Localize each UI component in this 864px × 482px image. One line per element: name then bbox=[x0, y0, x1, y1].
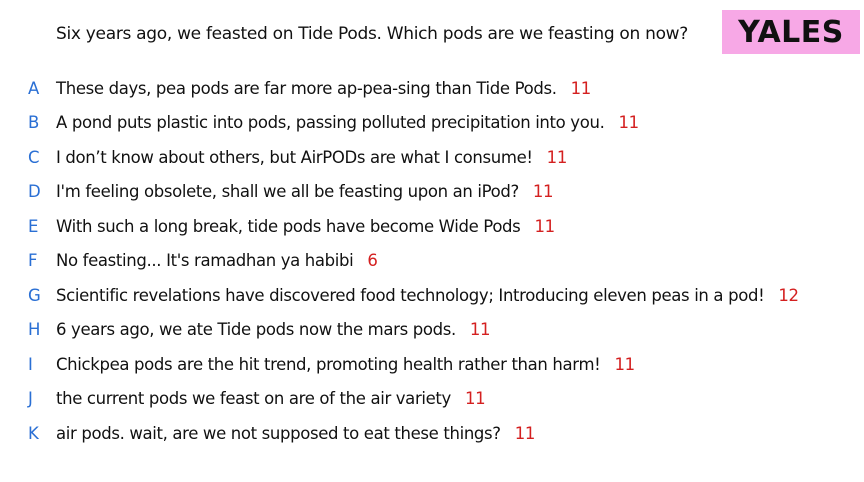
answer-letter: H bbox=[28, 320, 41, 339]
answer-text: With such a long break, tide pods have b… bbox=[56, 216, 521, 236]
answer-score: 11 bbox=[532, 182, 554, 201]
answer-letter: C bbox=[28, 147, 40, 167]
answer-text: I don’t know about others, but AirPODs a… bbox=[56, 147, 533, 167]
answer-letter: B bbox=[28, 113, 39, 132]
answer-letter: I bbox=[28, 354, 33, 374]
answer-text: No feasting... It's ramadhan ya habibi bbox=[56, 251, 354, 270]
answer-text: the current pods we feast on are of the … bbox=[56, 389, 451, 408]
answer-text: 6 years ago, we ate Tide pods now the ma… bbox=[56, 320, 456, 339]
answer-text: I'm feeling obsolete, shall we all be fe… bbox=[56, 182, 519, 201]
answer-letter: A bbox=[28, 78, 39, 98]
answer-score: 11 bbox=[514, 423, 536, 443]
answer-score: 12 bbox=[778, 285, 799, 305]
answer-text: Chickpea pods are the hit trend, promoti… bbox=[56, 354, 601, 374]
answer-score: 11 bbox=[464, 389, 486, 408]
answer-score: 11 bbox=[469, 320, 491, 339]
answer-letter: J bbox=[28, 389, 33, 408]
player-name: YALES bbox=[738, 14, 844, 50]
answer-score: 6 bbox=[367, 251, 378, 270]
answer-letter: E bbox=[28, 216, 39, 236]
answer-score: 11 bbox=[570, 78, 592, 98]
answer-letter: D bbox=[28, 182, 41, 201]
answer-score: 11 bbox=[618, 113, 639, 132]
answer-letter: G bbox=[28, 285, 41, 305]
answer-text: These days, pea pods are far more ap-pea… bbox=[56, 78, 557, 98]
answer-text: Scientific revelations have discovered f… bbox=[56, 285, 765, 305]
answer-letter: K bbox=[28, 423, 39, 443]
answer-letter: F bbox=[28, 251, 38, 270]
answer-score: 11 bbox=[614, 354, 635, 374]
answer-score: 11 bbox=[546, 147, 568, 167]
answer-text: A pond puts plastic into pods, passing p… bbox=[56, 113, 605, 132]
player-name-badge: YALES bbox=[722, 10, 860, 54]
question-text: Six years ago, we feasted on Tide Pods. … bbox=[56, 24, 689, 44]
answer-text: air pods. wait, are we not supposed to e… bbox=[56, 423, 501, 443]
answer-score: 11 bbox=[534, 216, 555, 236]
